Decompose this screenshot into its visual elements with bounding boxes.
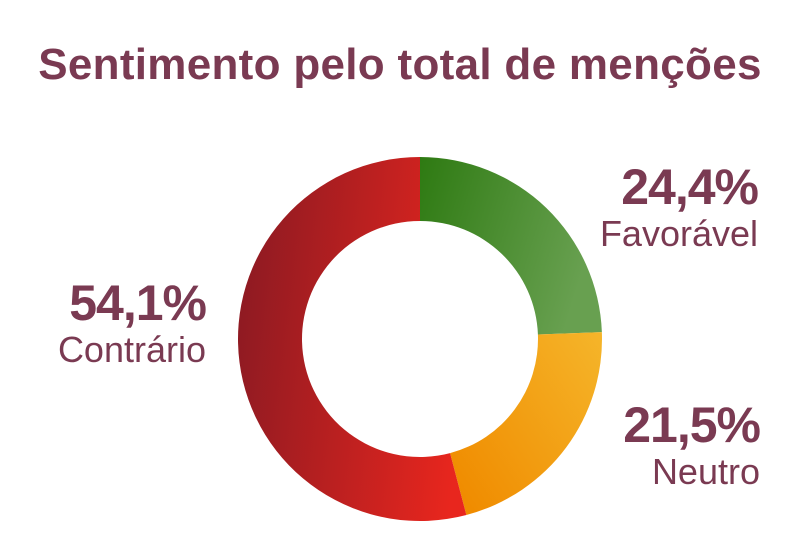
- slice-label-favoravel: 24,4% Favorável: [599, 159, 759, 254]
- slice-neutro: [450, 332, 602, 515]
- slice-contrario: [238, 157, 467, 521]
- chart-title: Sentimento pelo total de menções: [38, 40, 762, 89]
- slice-name-contrario: Contrário: [57, 329, 206, 370]
- slice-favoravel: [420, 157, 602, 335]
- slice-value-favoravel: 24,4%: [621, 159, 759, 215]
- slice-value-neutro: 21,5%: [623, 397, 761, 453]
- slice-label-contrario: 54,1% Contrário: [57, 275, 207, 370]
- slice-name-neutro: Neutro: [651, 451, 760, 492]
- slice-value-contrario: 54,1%: [69, 275, 207, 331]
- slice-label-neutro: 21,5% Neutro: [623, 397, 761, 492]
- slice-name-favoravel: Favorável: [599, 213, 758, 254]
